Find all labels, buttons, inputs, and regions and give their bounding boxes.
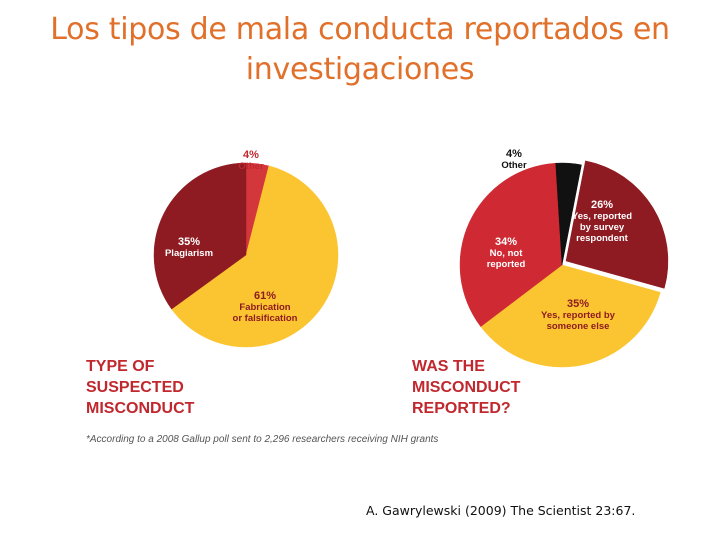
slide-title: Los tipos de mala conducta reportados en… (0, 10, 720, 90)
chart-title-line-2: SUSPECTED (86, 379, 184, 396)
pie-slice-yes-reported-by-survey-respondent (565, 160, 669, 289)
slice-label-other: 4% Other (238, 149, 264, 172)
chart-title-line-3: MISCONDUCT (86, 400, 195, 417)
slice-label-no-not-reported: 34% No, not reported (487, 236, 526, 270)
pie-slice-fabrication-or-falsification (171, 165, 339, 348)
slice-label-plagiarism: 35% Plagiarism (165, 236, 213, 259)
slide-title-line-2: investigaciones (245, 52, 475, 87)
chart-title-line-1: TYPE OF (86, 358, 155, 375)
pie-slice-other (555, 162, 582, 266)
pie-slice-no-not-reported (459, 162, 563, 327)
pie-slice-yes-reported-by-someone-else (480, 264, 661, 368)
slide-title-line-1: Los tipos de mala conducta reportados en (50, 12, 670, 47)
slice-label-yes-reported-by-survey-respondent: 26% Yes, reported by survey respondent (572, 199, 632, 244)
pie-slice-plagiarism (153, 162, 247, 310)
pie-chart-misconduct-type: 4% Other 61% Fabrication or falsification 35%… (153, 149, 339, 348)
footnote: *According to a 2008 Gallup poll sent to… (86, 434, 438, 445)
chart-title-misconduct-type: TYPE OF SUSPECTED MISCONDUCT (86, 358, 195, 417)
slice-label-yes-reported-by-someone-else: 35% Yes, reported by someone else (541, 298, 616, 332)
chart-title-line-1: WAS THE (412, 358, 485, 375)
chart-title-line-2: MISCONDUCT (412, 379, 521, 396)
slice-label-other: 4% Other (501, 148, 527, 171)
citation: A. Gawrylewski (2009) The Scientist 23:6… (366, 503, 636, 518)
chart-title-misconduct-reported: WAS THE MISCONDUCT REPORTED? (412, 358, 521, 417)
chart-title-line-3: REPORTED? (412, 400, 511, 417)
slice-label-fabrication-or-falsification: 61% Fabrication or falsification (233, 290, 298, 324)
pie-chart-misconduct-reported: 26% Yes, reported by survey respondent 35% Ye… (459, 148, 669, 368)
